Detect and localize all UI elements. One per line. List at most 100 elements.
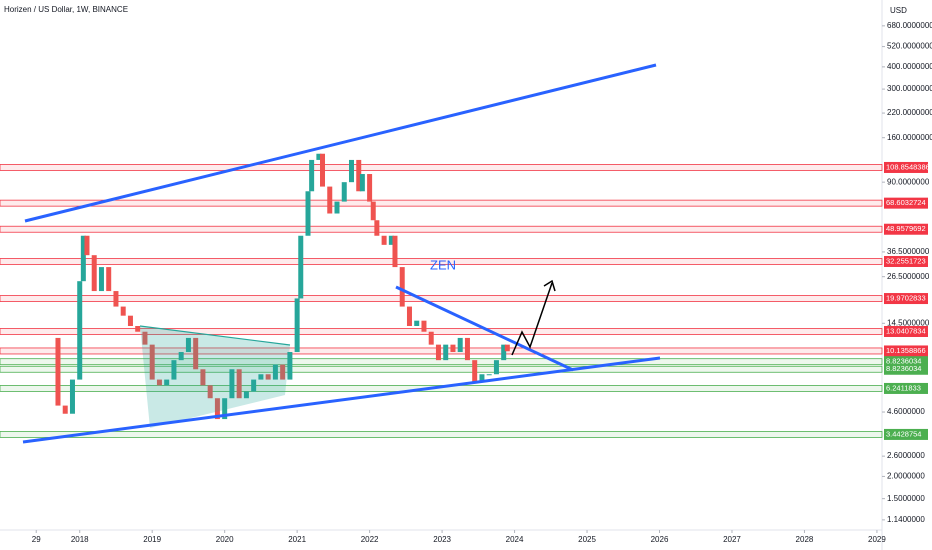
level-band <box>0 295 883 302</box>
arrow-head <box>543 279 556 292</box>
candle <box>327 186 333 214</box>
candle <box>77 281 83 380</box>
price-label-bg <box>884 356 928 368</box>
x-tick-label: 2021 <box>288 535 306 544</box>
price-label: 8.8236034 <box>886 357 921 366</box>
x-tick-label: 2025 <box>578 535 596 544</box>
price-label-bg <box>884 345 928 357</box>
price-label-bg <box>884 197 928 209</box>
candle <box>504 344 510 352</box>
x-tick-label: 2026 <box>651 535 669 544</box>
y-tick-label: 520.0000000 <box>887 42 932 51</box>
candle <box>399 267 405 307</box>
y-tick-label: 36.5000000 <box>887 247 930 256</box>
x-tick-label: 2023 <box>433 535 451 544</box>
candle <box>320 153 326 187</box>
candle <box>450 344 456 353</box>
candle <box>62 405 68 414</box>
x-tick-label: 2024 <box>506 535 524 544</box>
price-label-bg <box>884 255 928 267</box>
candle <box>457 337 463 353</box>
currency: USD <box>890 6 907 15</box>
y-tick-label: 220.0000000 <box>887 108 932 117</box>
price-label-bg <box>884 325 928 337</box>
level-band <box>0 199 883 207</box>
candle <box>464 337 470 361</box>
trend-line <box>24 63 657 223</box>
candle <box>98 267 104 292</box>
price-label: 108.8548386 <box>886 162 930 171</box>
level-band <box>0 328 883 335</box>
candle <box>370 201 376 221</box>
x-tick-label: 2029 <box>868 535 886 544</box>
x-tick-label: 2027 <box>723 535 741 544</box>
y-tick-label: 1.5000000 <box>887 494 925 503</box>
candle <box>229 369 235 399</box>
candle <box>309 159 315 192</box>
candle <box>479 374 485 382</box>
triangle-zone <box>140 326 290 428</box>
y-tick-label: 300.0000000 <box>887 84 932 93</box>
level-band <box>0 258 883 265</box>
y-tick-label: 400.0000000 <box>887 62 932 71</box>
candle <box>367 174 373 202</box>
candle <box>272 364 278 380</box>
candle <box>258 374 264 380</box>
candle <box>435 344 441 361</box>
y-tick-label: 2.0000000 <box>887 472 925 481</box>
candle <box>381 235 387 245</box>
y-tick-label: 4.6000000 <box>887 407 925 416</box>
candle <box>359 174 365 192</box>
candle <box>113 291 119 307</box>
candle <box>421 320 427 332</box>
level-band <box>0 347 883 355</box>
candle <box>214 398 220 420</box>
trend-line <box>395 285 574 372</box>
candle <box>69 379 75 414</box>
candle <box>55 337 61 406</box>
x-tick-label: 2019 <box>143 535 161 544</box>
candle <box>84 235 90 256</box>
level-band <box>0 164 883 171</box>
price-label-bg <box>884 161 928 173</box>
candle <box>135 326 141 332</box>
candle <box>443 344 449 361</box>
candle <box>91 255 97 292</box>
candle <box>265 374 271 380</box>
y-tick-label: 26.5000000 <box>887 272 930 281</box>
price-label: 19.9702833 <box>886 294 926 303</box>
candle <box>200 369 206 386</box>
candle <box>406 306 412 327</box>
candle <box>294 298 300 353</box>
plot-bg <box>0 0 882 530</box>
candle <box>316 153 322 160</box>
candle <box>414 320 420 327</box>
y-tick-label: 160.0000000 <box>887 133 932 142</box>
x-tick-label: 2022 <box>361 535 379 544</box>
candle <box>334 201 340 214</box>
candle <box>472 360 478 382</box>
candle <box>222 398 228 420</box>
candle <box>341 182 347 202</box>
price-label: 48.9579692 <box>886 224 926 233</box>
candle <box>120 306 126 316</box>
price-label: 3.4428754 <box>886 429 921 438</box>
candle <box>106 267 112 292</box>
candle <box>164 379 170 386</box>
price-label-bg <box>884 428 928 440</box>
candle <box>251 379 257 392</box>
trend-line <box>22 356 661 444</box>
candle <box>428 331 434 345</box>
candle <box>243 391 249 399</box>
y-tick-label: 90.0000000 <box>887 177 930 186</box>
y-tick-label: 2.6000000 <box>887 451 925 460</box>
x-tick-label: 2018 <box>71 535 89 544</box>
candle <box>185 337 191 353</box>
price-label-bg <box>884 363 928 375</box>
x-tick-label: 2020 <box>216 535 234 544</box>
price-label: 13.0407834 <box>886 326 926 335</box>
candle <box>142 331 148 345</box>
x-tick-label: 29 <box>32 535 41 544</box>
x-tick-label: 2028 <box>796 535 814 544</box>
